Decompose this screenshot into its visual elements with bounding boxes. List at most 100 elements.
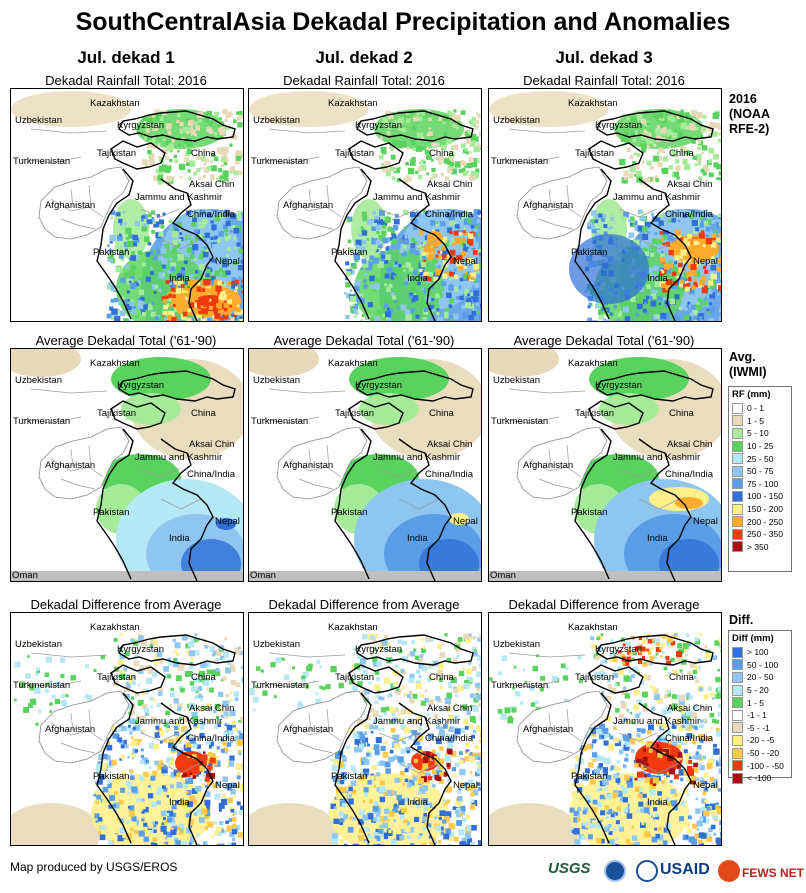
side-title-rainfall: 2016 (NOAA RFE-2) [729,92,770,137]
usaid-logo: USAID [660,861,710,879]
rf-legend-swatch [732,516,743,528]
map-label-china_india: China/India [187,209,236,220]
map-label-uzbekistan: Uzbekistan [253,639,300,650]
rf-legend-swatch [732,440,743,452]
diff-legend-label: -100 - -50 [747,760,784,771]
diff-legend: Diff (mm) > 100 50 - 100 20 - 50 5 - 20 1 - … [728,630,792,784]
diff-legend-item: -50 - -20 [729,747,791,760]
map-label-nepal: Nepal [693,780,718,791]
country-borders [574,110,714,321]
rainfall-map-dekad-3: Kazakhstan Uzbekistan Kyrgyzstan Turkmenist… [488,88,722,322]
subtitle-difference-2: Dekadal Difference from Average [268,597,460,612]
map-label-kyrgyzstan: Kyrgyzstan [595,120,642,131]
map-label-china_india: China/India [425,469,474,480]
map-label-uzbekistan: Uzbekistan [253,115,300,126]
map-label-china_india: China/India [425,733,474,744]
rf-legend-swatch [732,465,743,477]
map-label-china: China [191,148,217,159]
subtitle-rainfall-3: Dekadal Rainfall Total: 2016 [523,73,685,88]
average-map-dekad-2: Kazakhstan Uzbekistan Kyrgyzstan Turkmenist… [248,348,482,582]
average-map-dekad-3: Kazakhstan Uzbekistan Kyrgyzstan Turkmenist… [488,348,722,582]
rainfall-map-svg: Kazakhstan Uzbekistan Kyrgyzstan Turkmenist… [11,91,243,321]
map-label-jammu_kashmir: Jammu and Kashmir [135,716,222,727]
subtitle-difference-1: Dekadal Difference from Average [30,597,222,612]
map-label-pakistan: Pakistan [93,507,129,518]
diff-legend-item: < -100 [729,772,791,785]
map-label-tajikistan: Tajikistan [575,148,614,159]
country-borders [574,634,714,845]
map-label-china_india: China/India [665,469,714,480]
map-label-aksai_chin: Aksai Chin [667,439,712,450]
fews-net-logo: FEWS NET [742,864,804,882]
rf-legend-swatch [732,541,743,553]
subtitle-average-2: Average Dekadal Total ('61-'90) [273,333,455,348]
map-label-aksai_chin: Aksai Chin [427,439,472,450]
diff-legend-item: 5 - 20 [729,684,791,697]
map-label-uzbekistan: Uzbekistan [253,375,300,386]
map-label-india: India [169,533,190,544]
map-label-china: China [669,672,695,683]
rf-legend-item: 100 - 150 [729,490,791,503]
map-label-china_india: China/India [425,209,474,220]
map-label-india: India [647,797,668,808]
map-label-nepal: Nepal [215,780,240,791]
rf-legend-item: 1 - 5 [729,415,791,428]
map-label-uzbekistan: Uzbekistan [493,375,540,386]
rf-legend-label: 200 - 250 [747,516,783,527]
map-label-pakistan: Pakistan [331,507,367,518]
map-label-turkmenistan: Turkmenistan [251,416,308,427]
fews-net-logo-text: FEWS NET [742,866,804,880]
footer-credit: Map produced by USGS/EROS [10,860,178,874]
rainfall-map-dekad-1: Kazakhstan Uzbekistan Kyrgyzstan Turkmenist… [10,88,244,322]
map-label-china: China [669,408,695,419]
map-label-kazakhstan: Kazakhstan [568,98,618,109]
map-label-india: India [407,797,428,808]
map-label-aksai_chin: Aksai Chin [667,703,712,714]
difference-map-svg: Kazakhstan Uzbekistan Kyrgyzstan Turkmenist… [489,622,721,845]
rf-legend-item: 150 - 200 [729,503,791,516]
subtitle-average-3: Average Dekadal Total ('61-'90) [513,333,695,348]
main-title: SouthCentralAsia Dekadal Precipitation a… [75,8,731,36]
map-label-afghanistan: Afghanistan [523,200,573,211]
rf-legend-swatch [732,503,743,515]
map-label-pakistan: Pakistan [571,771,607,782]
map-label-tajikistan: Tajikistan [97,148,136,159]
difference-map-dekad-1: Kazakhstan Uzbekistan Kyrgyzstan Turkmenist… [10,612,244,846]
map-label-jammu_kashmir: Jammu and Kashmir [373,452,460,463]
difference-map-svg: Kazakhstan Uzbekistan Kyrgyzstan Turkmenist… [249,622,481,845]
map-label-turkmenistan: Turkmenistan [13,416,70,427]
map-label-turkmenistan: Turkmenistan [491,416,548,427]
map-label-nepal: Nepal [453,516,478,527]
map-label-india: India [647,273,668,284]
map-label-india: India [169,797,190,808]
diff-legend-swatch [732,697,743,709]
map-label-jammu_kashmir: Jammu and Kashmir [135,192,222,203]
rf-legend-item: 250 - 350 [729,528,791,541]
side-title-average-line-1: Avg. [729,350,756,364]
rf-legend-item: 10 - 25 [729,440,791,453]
map-label-tajikistan: Tajikistan [335,408,374,419]
map-label-tajikistan: Tajikistan [575,672,614,683]
map-label-afghanistan: Afghanistan [45,200,95,211]
average-map-svg: Kazakhstan Uzbekistan Kyrgyzstan Turkmenist… [249,349,481,581]
country-borders [334,370,474,581]
diff-legend-item: -100 - -50 [729,759,791,772]
map-label-turkmenistan: Turkmenistan [13,156,70,167]
country-borders [96,370,236,581]
usgs-logo-text: USGS [548,860,591,877]
rf-legend-swatch [732,490,743,502]
column-heading-dekad-2: Jul. dekad 2 [315,48,413,67]
map-label-nepal: Nepal [215,516,240,527]
map-label-pakistan: Pakistan [331,771,367,782]
map-label-turkmenistan: Turkmenistan [491,156,548,167]
rf-legend-label: 75 - 100 [747,478,779,489]
map-label-jammu_kashmir: Jammu and Kashmir [613,716,700,727]
rf-legend-item: 0 - 1 [729,402,791,415]
rf-legend-item: > 350 [729,541,791,554]
map-label-aksai_chin: Aksai Chin [189,179,234,190]
map-label-kazakhstan: Kazakhstan [90,622,140,633]
map-label-kyrgyzstan: Kyrgyzstan [595,380,642,391]
rainfall-map-dekad-2: Kazakhstan Uzbekistan Kyrgyzstan Turkmenist… [248,88,482,322]
map-label-india: India [169,273,190,284]
